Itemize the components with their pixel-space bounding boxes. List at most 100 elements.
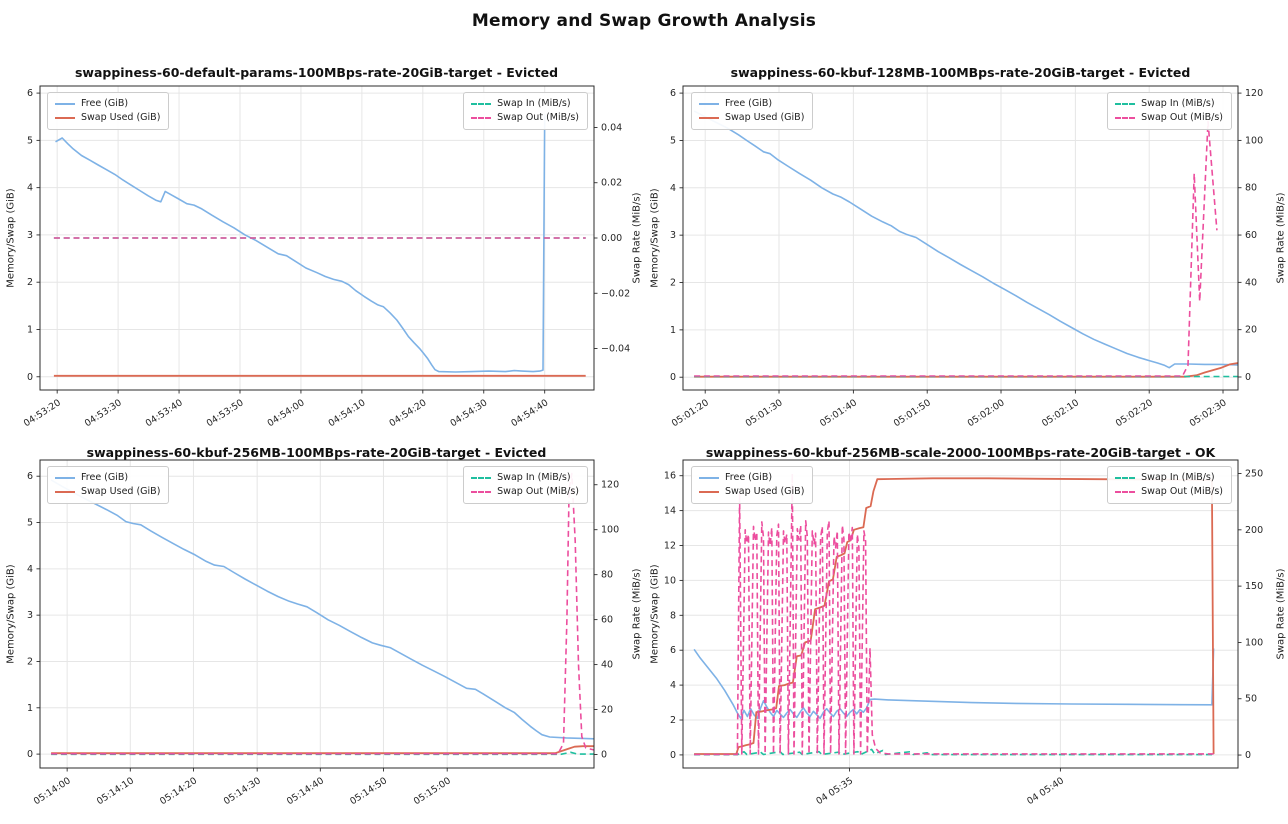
y-axis-label-right: Swap Rate (MiB/s): [1275, 192, 1287, 284]
chart-canvas: 0 2 4 6 8 10 12 14 16 0 50 100 150 200 250 04 05:35 04 0…: [664, 459, 1263, 807]
y-tick-label-left: 4: [27, 564, 33, 575]
y-axis-label-right: Swap Rate (MiB/s): [1275, 568, 1287, 660]
y-tick-label-right: 60: [1245, 230, 1257, 241]
y-tick-label-left: 3: [27, 610, 33, 621]
x-tick-label: 04:53:20: [22, 397, 63, 429]
x-tick-label: 04 05:35: [814, 775, 855, 807]
x-tick-label: 05:01:20: [670, 397, 711, 429]
legend-label-swap-in: Swap In (MiB/s): [497, 98, 571, 109]
y-tick-label-right: 40: [1245, 277, 1257, 288]
y-tick-label-left: 14: [664, 506, 676, 517]
legend-label-swap-used: Swap Used (GiB): [81, 112, 161, 123]
legend-label-swap-out: Swap Out (MiB/s): [1141, 486, 1223, 497]
subplot-title: swappiness-60-kbuf-128MB-100MBps-rate-20…: [730, 65, 1191, 80]
page-title: Memory and Swap Growth Analysis: [471, 11, 817, 31]
plot-area: [683, 86, 1238, 390]
x-tick-label: 05:14:40: [285, 775, 326, 807]
swap-in-line-swatch: [1115, 103, 1136, 105]
x-tick-label: 04:53:40: [144, 397, 185, 429]
y-tick-label-right: 120: [601, 480, 619, 491]
plot-border: [682, 459, 1239, 769]
x-tick-label: 05:14:10: [95, 775, 136, 807]
y-tick-label-right: 80: [601, 570, 613, 581]
series-swap-in-line: [694, 748, 1214, 756]
legend-swap-rate: Swap In (MiB/s) Swap Out (MiB/s): [463, 466, 588, 504]
y-tick-label-left: 6: [670, 645, 676, 656]
swap-used-line-swatch: [699, 491, 719, 493]
y-axis-label-left: Memory/Swap (GiB): [5, 564, 17, 664]
x-tick-label: 05:02:10: [1040, 397, 1081, 429]
legend-swap-rate: Swap In (MiB/s) Swap Out (MiB/s): [1107, 466, 1232, 504]
subplot-title: swappiness-60-kbuf-256MB-scale-2000-100M…: [705, 445, 1216, 460]
y-tick-label-left: 4: [670, 680, 676, 691]
legend-label-swap-in: Swap In (MiB/s): [497, 472, 571, 483]
free-line-swatch: [699, 477, 719, 479]
x-tick-label: 05:01:40: [818, 397, 859, 429]
y-tick-label-left: 5: [670, 135, 676, 146]
x-tick-label: 05:14:50: [348, 775, 389, 807]
x-tick-label: 05:02:00: [966, 397, 1007, 429]
y-tick-label-right: 0: [1245, 750, 1251, 761]
y-tick-label-left: 1: [27, 324, 33, 335]
y-tick-label-right: 200: [1245, 525, 1263, 536]
swap-in-line-swatch: [1115, 477, 1136, 479]
x-tick-label: 05:01:30: [744, 397, 785, 429]
y-tick-label-right: 60: [601, 615, 613, 626]
x-tick-label: 04:54:40: [509, 397, 550, 429]
legend-label-free: Free (GiB): [725, 98, 773, 109]
x-tick-label: 05:02:20: [1114, 397, 1155, 429]
legend-label-swap-out: Swap Out (MiB/s): [1141, 112, 1223, 123]
y-tick-label-right: 100: [1245, 135, 1263, 146]
y-tick-label-right: 0.00: [601, 233, 622, 244]
y-tick-label-left: 16: [664, 471, 676, 482]
y-tick-label-left: 12: [664, 541, 676, 552]
y-tick-label-left: 2: [27, 656, 33, 667]
y-tick-label-right: 150: [1245, 581, 1263, 592]
subplot-kbuf-256mb: 0 1 2 3 4 5 6 0 20 40 60 80 100 120 05:14:00 05:14:10 05…: [0, 443, 644, 824]
y-tick-label-right: 100: [601, 525, 619, 536]
y-tick-label-right: 40: [601, 660, 613, 671]
x-tick-label: 04:54:30: [448, 397, 489, 429]
swap-out-line-swatch: [471, 491, 492, 493]
y-axis-label-left: Memory/Swap (GiB): [649, 564, 661, 664]
y-tick-label-left: 0: [27, 372, 33, 383]
series-free-line: [50, 479, 595, 740]
y-tick-label-left: 2: [27, 277, 33, 288]
y-tick-label-right: −0.04: [601, 344, 630, 355]
y-tick-label-right: 50: [1245, 694, 1257, 705]
x-tick-label: 04 05:40: [1025, 775, 1066, 807]
y-tick-label-right: 0.04: [601, 122, 622, 133]
swap-in-line-swatch: [471, 103, 492, 105]
subplot-title: swappiness-60-default-params-100MBps-rat…: [74, 65, 559, 80]
swap-in-line-swatch: [471, 477, 492, 479]
y-tick-label-left: 1: [27, 703, 33, 714]
free-line-swatch: [699, 103, 719, 105]
y-tick-label-left: 1: [670, 325, 676, 336]
y-tick-label-right: 0: [601, 750, 607, 761]
swap-used-line-swatch: [55, 491, 75, 493]
subplot-kbuf-128mb: 0 1 2 3 4 5 6 0 20 40 60 80 100 120 05:01:20 05:01:30 05…: [644, 56, 1288, 443]
x-tick-label: 04:53:30: [83, 397, 124, 429]
legend-swap-rate: Swap In (MiB/s) Swap Out (MiB/s): [463, 92, 588, 130]
legend-memory: Free (GiB) Swap Used (GiB): [691, 92, 814, 130]
x-tick-label: 05:01:50: [892, 397, 933, 429]
y-tick-label-right: 100: [1245, 637, 1263, 648]
y-tick-label-left: 5: [27, 518, 33, 529]
free-line-swatch: [55, 477, 75, 479]
y-axis-label-left: Memory/Swap (GiB): [649, 188, 661, 288]
y-tick-label-right: 20: [601, 705, 613, 716]
y-axis-label-right: Swap Rate (MiB/s): [631, 568, 643, 660]
chart-canvas: 0 1 2 3 4 5 6 −0.04 −0.02 0.00 0.02 0.04 04:53:20 04:…: [22, 85, 630, 429]
y-tick-label-left: 0: [670, 750, 676, 761]
y-tick-label-left: 4: [27, 183, 33, 194]
y-tick-label-left: 10: [664, 575, 676, 586]
legend-label-free: Free (GiB): [81, 98, 129, 109]
y-tick-label-left: 2: [670, 715, 676, 726]
y-tick-label-left: 0: [670, 372, 676, 383]
swap-used-line-swatch: [699, 117, 719, 119]
plot-area: [40, 460, 594, 768]
legend-label-free: Free (GiB): [81, 472, 129, 483]
y-tick-label-right: 20: [1245, 325, 1257, 336]
x-tick-label: 05:14:30: [222, 775, 263, 807]
